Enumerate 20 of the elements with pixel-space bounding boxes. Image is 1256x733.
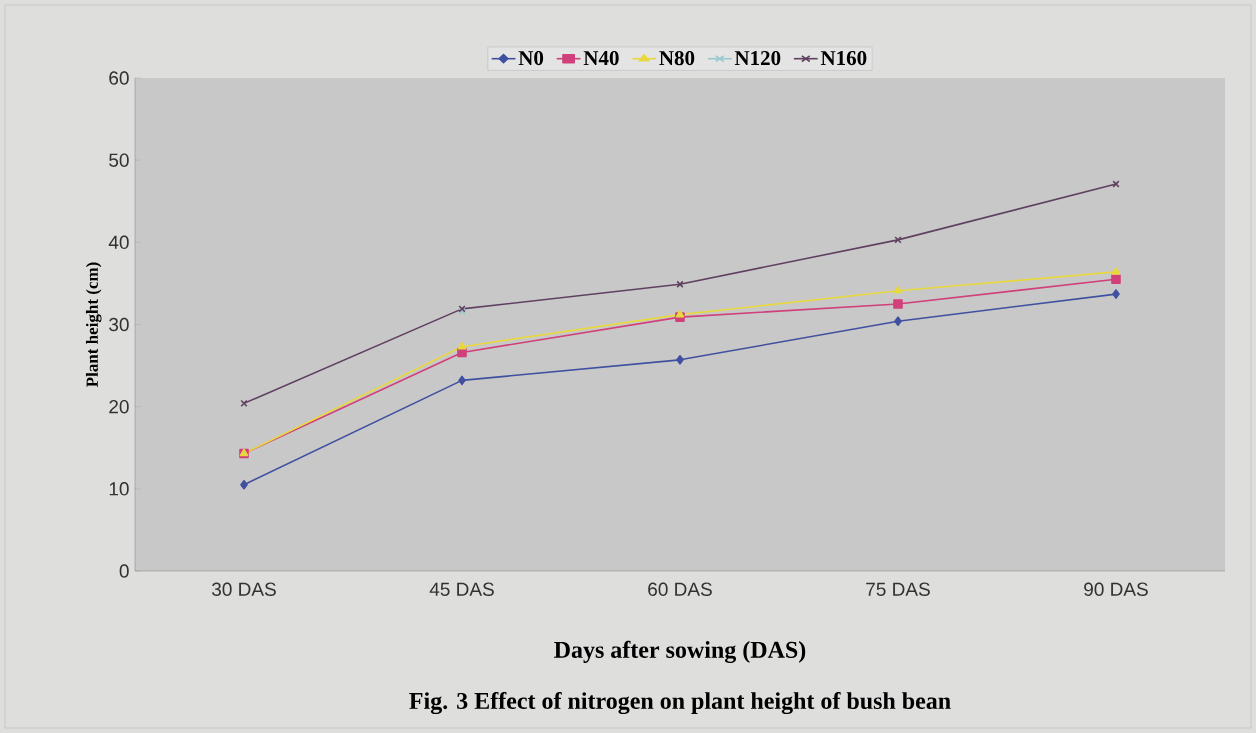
legend-label: N160 <box>820 50 867 66</box>
x-tick-label: 45 DAS <box>429 582 494 596</box>
x-tick-label: 60 DAS <box>648 582 712 596</box>
y-tick-label: 60 <box>109 71 129 85</box>
legend-label: N0 <box>518 50 544 66</box>
y-tick-label: 10 <box>109 482 129 496</box>
x-axis-title: Days after sowing (DAS) <box>554 640 806 664</box>
x-tick-label: 30 DAS <box>211 582 276 596</box>
y-tick-label: 40 <box>108 235 129 250</box>
x-tick-label: 75 DAS <box>866 582 930 596</box>
x-tick-label: 90 DAS <box>1084 582 1148 596</box>
legend-label: N80 <box>659 50 695 66</box>
legend-label: N120 <box>734 50 781 66</box>
y-tick-label: 30 <box>109 317 129 332</box>
y-tick-label: 20 <box>109 399 129 414</box>
y-tick-label: 50 <box>109 153 129 167</box>
legend-label: N40 <box>583 50 619 66</box>
y-tick-label: 0 <box>119 564 129 578</box>
y-axis-title: Plant height (cm) <box>85 262 102 387</box>
caption: Fig. 3 Effect of nitrogen on plant height of bush bean <box>409 691 951 715</box>
